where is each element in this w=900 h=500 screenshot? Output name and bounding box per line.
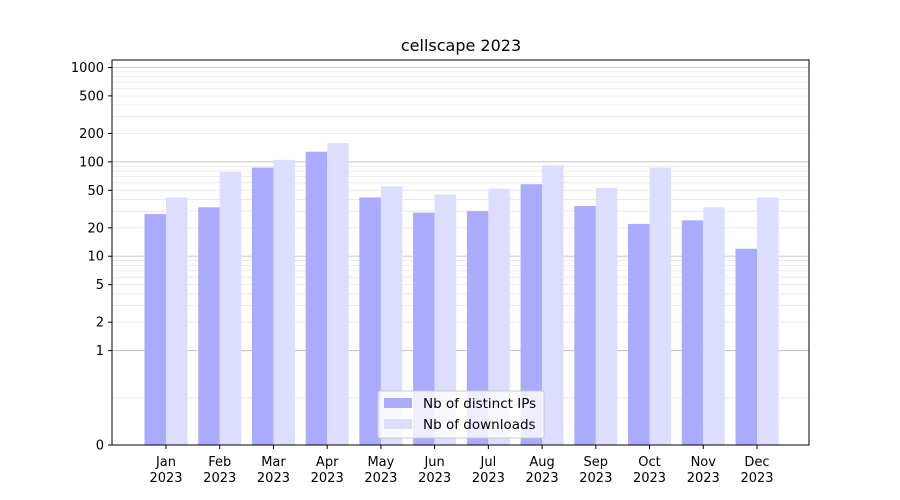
y-tick-label: 1 xyxy=(96,344,104,359)
bar xyxy=(757,197,779,445)
plot-frame xyxy=(111,59,810,446)
bar xyxy=(574,206,596,445)
x-tick-label-year: 2023 xyxy=(311,471,344,486)
y-axis: 0 1 2 5 10 20 50 100 200 500 1000 xyxy=(71,61,112,454)
bar xyxy=(466,211,489,445)
x-tick-label-month: Dec xyxy=(744,455,769,470)
bar xyxy=(520,184,543,445)
x-tick-label-year: 2023 xyxy=(633,471,666,486)
bar xyxy=(219,172,242,445)
x-tick-label-year: 2023 xyxy=(257,471,290,486)
x-tick-label-month: Nov xyxy=(691,455,717,470)
bar xyxy=(649,167,672,445)
bar xyxy=(380,186,403,445)
bar xyxy=(305,151,328,446)
y-tick-label: 500 xyxy=(79,89,104,104)
bar xyxy=(144,214,166,445)
y-tick-label: 50 xyxy=(87,184,104,199)
legend-box xyxy=(377,390,545,439)
x-tick-label-year: 2023 xyxy=(687,471,720,486)
bar xyxy=(166,197,188,445)
x-tick-label-month: Jun xyxy=(423,455,444,470)
x-tick-label-year: 2023 xyxy=(472,471,505,486)
y-tick-label: 0 xyxy=(96,439,104,454)
y-tick-label: 5 xyxy=(96,278,104,293)
y-tick-label: 10 xyxy=(87,250,104,265)
legend: Nb of distinct IPs Nb of downloads xyxy=(377,390,545,439)
y-tick-label: 200 xyxy=(79,127,104,142)
y-tick-label: 20 xyxy=(87,221,104,236)
bar xyxy=(198,207,220,445)
x-tick-label-month: Aug xyxy=(529,455,554,470)
x-tick-label-year: 2023 xyxy=(364,471,397,486)
bar xyxy=(628,223,650,445)
bar xyxy=(542,165,564,445)
x-axis: Jan2023Feb2023Mar2023Apr2023May2023Jun20… xyxy=(149,445,774,486)
bar xyxy=(413,212,435,445)
legend-label-downloads: Nb of downloads xyxy=(423,417,536,433)
bar xyxy=(595,187,618,446)
x-tick-label-year: 2023 xyxy=(149,471,182,486)
x-tick-label-month: Feb xyxy=(208,455,231,470)
bar xyxy=(434,194,457,445)
bars xyxy=(144,143,779,446)
x-tick-label-month: May xyxy=(367,455,394,470)
bar xyxy=(359,197,381,445)
x-tick-label-month: Apr xyxy=(316,455,339,470)
bar xyxy=(735,248,757,445)
bar xyxy=(681,220,704,445)
x-tick-label-year: 2023 xyxy=(418,471,451,486)
y-tick-label: 1000 xyxy=(71,61,104,76)
y-tick-label: 2 xyxy=(96,316,104,331)
x-tick-label-month: Jan xyxy=(155,455,176,470)
x-tick-label-month: Sep xyxy=(584,455,609,470)
x-tick-label-month: Oct xyxy=(638,455,660,470)
y-tick-label: 100 xyxy=(79,155,104,170)
x-tick-label-year: 2023 xyxy=(579,471,612,486)
x-tick-label-year: 2023 xyxy=(526,471,559,486)
x-tick-label-month: Mar xyxy=(261,455,286,470)
chart-title: cellscape 2023 xyxy=(401,36,521,55)
x-tick-label-month: Jul xyxy=(480,455,497,470)
legend-swatch-downloads xyxy=(384,419,412,429)
legend-label-distinct-ips: Nb of distinct IPs xyxy=(423,396,536,412)
bar xyxy=(273,159,295,446)
x-tick-label-year: 2023 xyxy=(203,471,236,486)
x-tick-label-year: 2023 xyxy=(740,471,773,486)
bar xyxy=(327,143,349,445)
legend-swatch-distinct-ips xyxy=(384,398,412,408)
bar xyxy=(703,207,725,445)
bar xyxy=(488,188,510,445)
bar xyxy=(251,167,274,445)
